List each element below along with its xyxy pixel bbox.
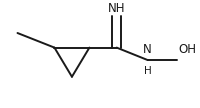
Text: H: H <box>144 66 152 76</box>
Text: N: N <box>143 43 152 56</box>
Text: NH: NH <box>108 2 125 15</box>
Text: OH: OH <box>179 43 197 56</box>
